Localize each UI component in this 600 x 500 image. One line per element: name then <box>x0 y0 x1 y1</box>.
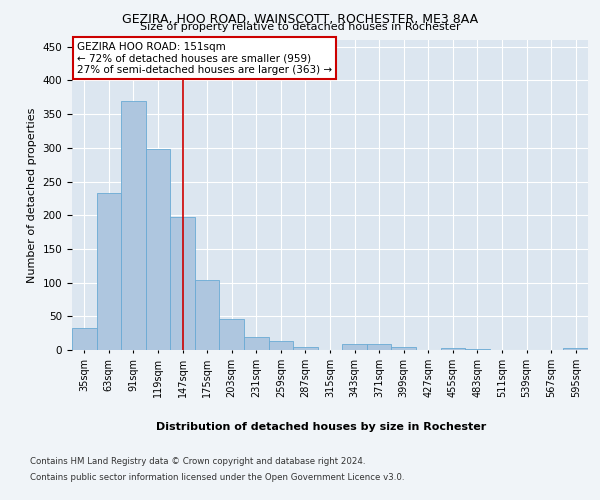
Text: GEZIRA, HOO ROAD, WAINSCOTT, ROCHESTER, ME3 8AA: GEZIRA, HOO ROAD, WAINSCOTT, ROCHESTER, … <box>122 12 478 26</box>
Bar <box>195 280 220 350</box>
Text: GEZIRA HOO ROAD: 151sqm
← 72% of detached houses are smaller (959)
27% of semi-d: GEZIRA HOO ROAD: 151sqm ← 72% of detache… <box>77 42 332 75</box>
Text: Size of property relative to detached houses in Rochester: Size of property relative to detached ho… <box>140 22 460 32</box>
Bar <box>244 337 269 350</box>
Text: Contains public sector information licensed under the Open Government Licence v3: Contains public sector information licen… <box>30 472 404 482</box>
Bar <box>342 344 367 350</box>
Bar <box>121 100 146 350</box>
Bar <box>367 344 391 350</box>
Text: Contains HM Land Registry data © Crown copyright and database right 2024.: Contains HM Land Registry data © Crown c… <box>30 458 365 466</box>
Bar <box>269 341 293 350</box>
Bar <box>97 193 121 350</box>
Y-axis label: Number of detached properties: Number of detached properties <box>27 108 37 282</box>
Bar <box>293 348 318 350</box>
Bar <box>72 328 97 350</box>
Bar <box>220 319 244 350</box>
Bar <box>170 217 195 350</box>
Text: Distribution of detached houses by size in Rochester: Distribution of detached houses by size … <box>156 422 486 432</box>
Bar <box>391 346 416 350</box>
Bar <box>563 348 588 350</box>
Bar <box>146 149 170 350</box>
Bar <box>440 348 465 350</box>
